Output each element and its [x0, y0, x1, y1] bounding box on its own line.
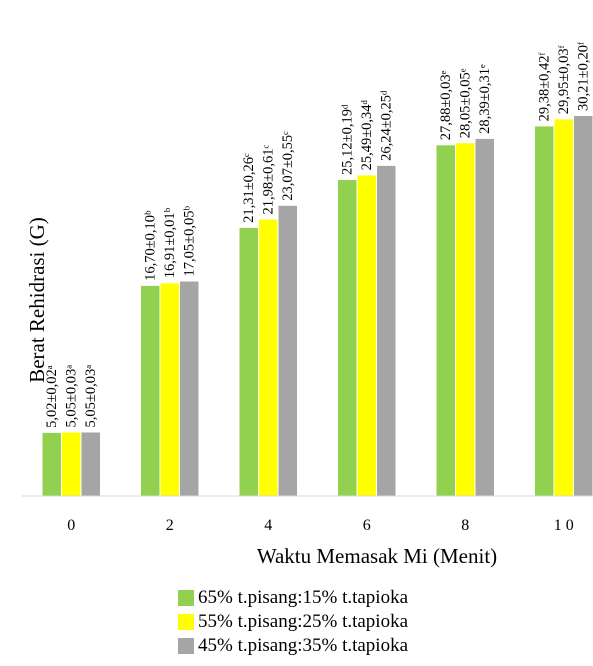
bar [62, 432, 81, 496]
data-label: 25,49±0,34ᵈ [359, 99, 375, 170]
x-tick-label: 0 [67, 517, 75, 534]
legend-label: 45% t.pisang:35% t.tapioka [198, 635, 409, 656]
bar [535, 126, 554, 497]
data-label: 16,70±0,10ᵇ [142, 210, 158, 281]
legend-item: 55% t.pisang:25% t.tapioka [178, 610, 408, 634]
bar [338, 180, 357, 496]
bar [239, 227, 258, 496]
data-label: 21,31±0,26ᶜ [241, 153, 257, 223]
data-label: 28,05±0,05ᵉ [457, 68, 473, 138]
data-label: 25,12±0,19ᵈ [339, 104, 355, 175]
bar [141, 285, 160, 496]
data-label: 28,39±0,31ᵉ [477, 64, 493, 134]
data-labels-layer: 5,02±0,02ᵃ 5,05±0,03ᵃ 5,05±0,03ᵃ16,70±0,10… [44, 42, 591, 428]
y-axis-title: Berat Rehidrasi (G) [25, 217, 49, 383]
bar [377, 165, 396, 496]
data-label: 29,38±0,42ᶠ [536, 52, 552, 121]
legend-label: 65% t.pisang:15% t.tapioka [198, 587, 409, 608]
legend-swatch-green [178, 590, 194, 606]
x-tick-label: 6 [363, 517, 371, 534]
x-tick-labels-layer: 0 2 4 6 8 1 0 [67, 517, 574, 534]
x-tick-label: 1 0 [554, 517, 574, 534]
bar [436, 145, 455, 497]
bar [278, 205, 297, 497]
data-label: 16,91±0,01ᵇ [162, 207, 178, 278]
bar [574, 116, 593, 496]
legend-swatch-yellow [178, 614, 194, 630]
data-label: 5,02±0,02ᵃ [44, 365, 60, 428]
data-label: 21,98±0,61ᶜ [260, 145, 276, 215]
x-tick-label: 8 [461, 517, 469, 534]
legend-swatch-gray [178, 638, 194, 654]
legend: 65% t.pisang:15% t.tapioka 55% t.pisang:… [178, 586, 408, 658]
data-label: 17,05±0,05ᵇ [181, 206, 197, 277]
data-label: 27,88±0,03ᵉ [438, 70, 454, 140]
data-label: 30,21±0,20ᶠ [575, 42, 591, 111]
x-tick-label: 4 [264, 517, 272, 534]
legend-label: 55% t.pisang:25% t.tapioka [198, 611, 409, 632]
bar [475, 138, 494, 496]
bar [456, 143, 475, 496]
data-label: 26,24±0,25ᵈ [378, 90, 394, 161]
x-tick-label: 2 [166, 517, 174, 534]
data-label: 5,05±0,03ᵃ [63, 365, 79, 428]
bar [259, 219, 278, 496]
data-label: 5,05±0,03ᵃ [83, 365, 99, 428]
bar-chart: 5,02±0,02ᵃ 5,05±0,03ᵃ 5,05±0,03ᵃ16,70±0,10… [22, 42, 593, 568]
bars-layer [42, 116, 593, 497]
bar [81, 432, 100, 496]
legend-item: 65% t.pisang:15% t.tapioka [178, 586, 408, 610]
legend-item: 45% t.pisang:35% t.tapioka [178, 634, 408, 658]
data-label: 23,07±0,55ᶜ [280, 131, 296, 201]
x-axis-title: Waktu Memasak Mi (Menit) [257, 544, 497, 568]
bar [180, 281, 199, 496]
bar [554, 119, 573, 497]
bar [42, 432, 61, 496]
bar [160, 283, 179, 496]
data-label: 29,95±0,03ᶠ [556, 45, 572, 114]
bar [357, 175, 376, 496]
